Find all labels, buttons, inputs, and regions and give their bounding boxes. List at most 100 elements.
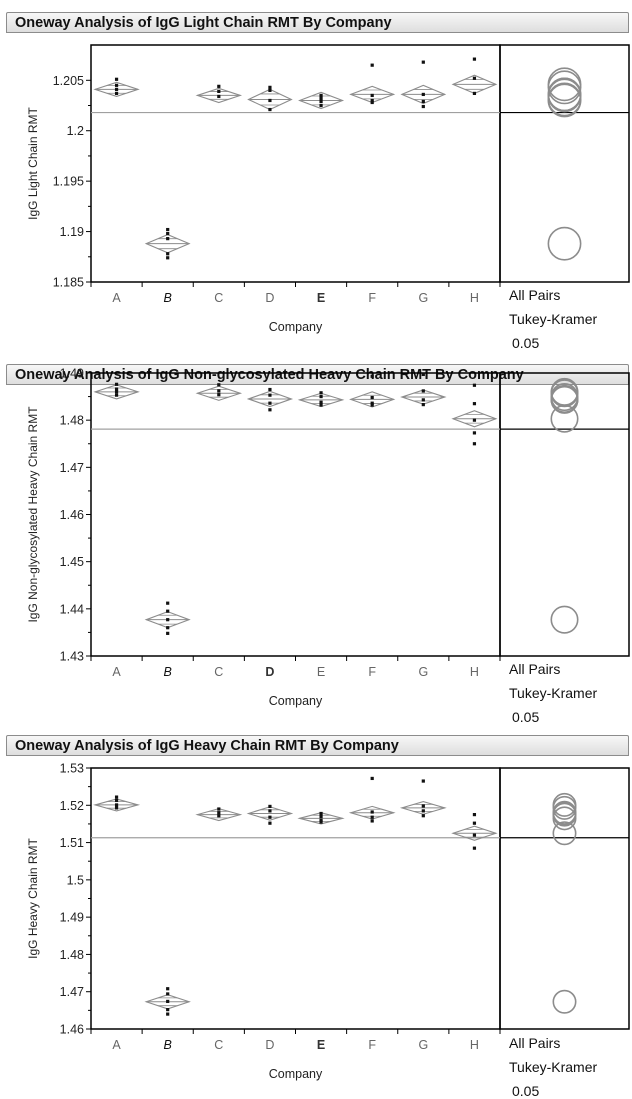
y-axis-label: IgG Heavy Chain RMT (26, 837, 40, 958)
data-point (421, 809, 425, 813)
data-point (319, 391, 323, 395)
x-category-label: G (418, 291, 428, 305)
data-point (370, 98, 374, 103)
y-tick-label: 1.48 (60, 948, 84, 962)
data-point (421, 804, 425, 808)
data-point (319, 93, 323, 98)
data-point (166, 237, 170, 241)
data-point (319, 99, 323, 104)
x-category-label: F (368, 1038, 376, 1052)
comparison-alpha: 0.05 (512, 709, 540, 725)
comparison-method-line2: Tukey-Kramer (509, 685, 598, 701)
oneway-plot: 1.185 1.19 1.195 1.2 1.205 IgG Light Chain RM… (26, 44, 630, 334)
comparison-alpha: 0.05 (512, 1083, 540, 1099)
data-point (319, 96, 323, 101)
comparison-circles-frame (499, 372, 630, 657)
x-category-label: G (418, 665, 428, 679)
oneway-panel-heavy-chain: Oneway Analysis of IgG Heavy Chain RMT B… (0, 735, 632, 1099)
data-point (472, 402, 477, 406)
panel-title: Oneway Analysis of IgG Light Chain RMT B… (15, 15, 392, 31)
comparison-method-line2: Tukey-Kramer (509, 1059, 598, 1075)
oneway-panel-light-chain: Oneway Analysis of IgG Light Chain RMT B… (0, 12, 632, 367)
x-axis-label: Company (269, 320, 323, 334)
y-tick-label: 1.2 (67, 124, 84, 138)
comparison-circle (550, 383, 579, 412)
y-tick-label: 1.52 (60, 799, 84, 813)
comparison-method-line1: All Pairs (509, 287, 561, 303)
data-point (114, 798, 119, 803)
data-point (166, 631, 170, 635)
data-point (114, 806, 119, 810)
comparison-circle (550, 377, 579, 406)
x-category-label: B (164, 291, 172, 305)
comparison-method-line2: Tukey-Kramer (509, 311, 598, 327)
y-tick-label: 1.205 (53, 74, 84, 88)
data-point (268, 98, 272, 103)
data-point (472, 91, 477, 96)
x-category-label: C (214, 291, 223, 305)
data-point (114, 390, 119, 394)
data-point (166, 227, 170, 232)
data-point (472, 57, 477, 61)
data-point (370, 819, 374, 823)
data-point (472, 383, 477, 387)
data-point (268, 804, 272, 809)
data-point (268, 821, 272, 825)
data-point (370, 374, 374, 378)
data-point (217, 814, 221, 818)
data-point (268, 401, 272, 405)
x-axis-label: Company (269, 694, 323, 708)
comparison-circle (552, 806, 577, 831)
comparison-circle (550, 404, 579, 433)
data-point (319, 811, 323, 816)
panel-title-bar[interactable]: Oneway Analysis of IgG Light Chain RMT B… (6, 12, 629, 33)
x-category-label: B (164, 665, 172, 679)
data-point (421, 104, 425, 109)
comparison-circle (552, 989, 577, 1014)
x-category-label: H (470, 1038, 479, 1052)
y-tick-label: 1.51 (60, 836, 84, 850)
x-category-label: D (265, 665, 274, 679)
data-point (166, 1008, 170, 1012)
data-point (421, 60, 425, 64)
data-point (217, 89, 221, 93)
y-tick-label: 1.53 (60, 762, 84, 776)
data-point (166, 999, 170, 1004)
data-point (166, 1012, 170, 1016)
data-point (166, 256, 170, 260)
x-category-label: H (470, 665, 479, 679)
data-point (114, 83, 119, 87)
data-point (421, 398, 425, 402)
x-category-label: E (317, 1038, 325, 1052)
panel-title-bar[interactable]: Oneway Analysis of IgG Non-glycosylated … (6, 364, 629, 385)
data-point (114, 393, 119, 397)
data-point (319, 403, 323, 407)
data-point (421, 779, 425, 783)
comparison-circle (547, 226, 582, 261)
oneway-plot: 1.43 1.44 1.45 1.46 1.47 1.48 1.49 IgG Non-glyc… (26, 367, 630, 708)
oneway-panel-non-glycosylated-heavy-chain: Oneway Analysis of IgG Non-glycosylated … (0, 364, 632, 725)
data-point (166, 252, 170, 256)
data-point (370, 776, 374, 781)
data-point (421, 99, 425, 104)
data-point (166, 992, 170, 996)
data-point (319, 103, 323, 108)
comparison-circle (552, 795, 577, 820)
data-point (217, 807, 221, 811)
data-point (370, 401, 374, 405)
y-tick-label: 1.43 (60, 650, 84, 664)
data-point (268, 408, 272, 412)
x-category-label: A (112, 665, 121, 679)
data-point (217, 84, 221, 88)
data-point (217, 94, 221, 99)
data-point (114, 387, 119, 391)
data-point (114, 87, 119, 91)
data-point (319, 814, 323, 819)
data-point (319, 818, 323, 822)
y-tick-label: 1.49 (60, 367, 84, 381)
panel-title-bar[interactable]: Oneway Analysis of IgG Heavy Chain RMT B… (6, 735, 629, 756)
data-point (319, 394, 323, 399)
y-tick-label: 1.49 (60, 911, 84, 925)
y-tick-label: 1.19 (60, 225, 84, 239)
data-point (370, 815, 374, 819)
